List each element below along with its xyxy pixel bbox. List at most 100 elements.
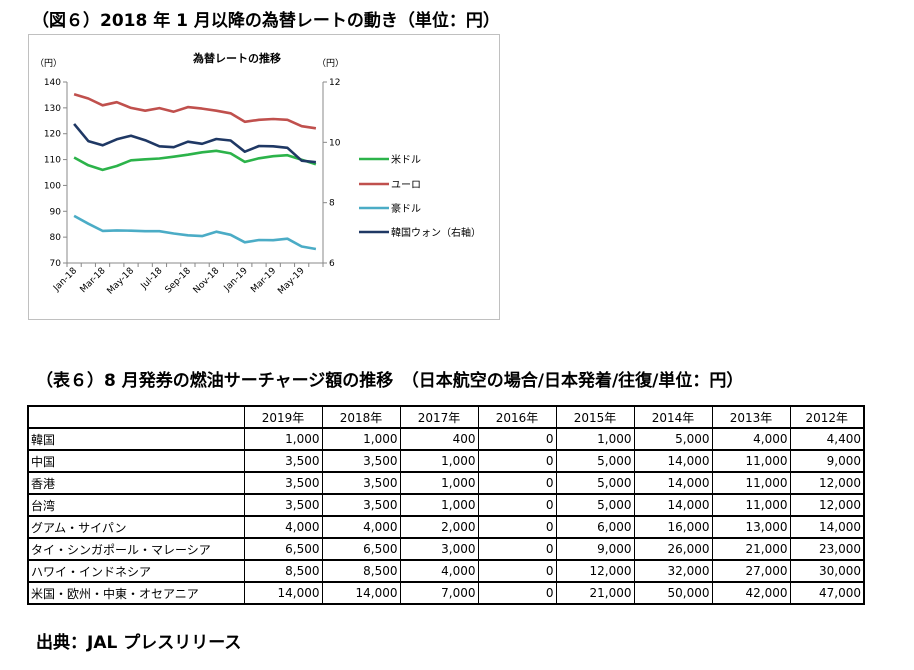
right-axis-unit: （円） xyxy=(317,58,344,69)
x-tick-label: Jan-19 xyxy=(222,266,250,294)
table-row: 中国 3,500 3,500 1,000 0 5,000 14,000 11,000 9,000 xyxy=(27,449,865,473)
left-tick-label: 130 xyxy=(44,104,61,114)
x-tick-label: May-18 xyxy=(106,266,137,297)
figure-heading: （図６）2018 年 1 月以降の為替レートの動き（単位：円） xyxy=(32,11,500,31)
route-name: 韓国 xyxy=(27,427,245,451)
surcharge-value: 0 xyxy=(477,449,557,473)
x-tick-label: Jul-18 xyxy=(139,266,165,292)
left-axis-unit: （円） xyxy=(35,58,62,69)
header-year: 2012年 xyxy=(789,405,865,429)
fuel-surcharge-table: 2019年 2018年 2017年 2016年 2015年 2014年 2013年 2012年… xyxy=(27,405,865,605)
legend-label: ユーロ xyxy=(391,180,421,191)
surcharge-value: 21,000 xyxy=(555,581,635,605)
header-year: 2018年 xyxy=(321,405,401,429)
surcharge-value: 11,000 xyxy=(711,471,791,495)
route-name: 米国・欧州・中東・オセアニア xyxy=(27,581,245,605)
surcharge-value: 3,500 xyxy=(243,449,323,473)
surcharge-value: 14,000 xyxy=(633,493,713,517)
surcharge-value: 3,000 xyxy=(399,537,479,561)
right-tick-label: 8 xyxy=(329,199,335,209)
series-line-2 xyxy=(73,214,317,251)
surcharge-value: 26,000 xyxy=(633,537,713,561)
left-tick-label: 100 xyxy=(44,181,61,191)
table-row: タイ・シンガポール・マレーシア 6,500 6,500 3,000 0 9,000 26,0… xyxy=(27,537,865,561)
surcharge-value: 3,500 xyxy=(321,449,401,473)
surcharge-value: 4,000 xyxy=(711,427,791,451)
surcharge-value: 4,000 xyxy=(243,515,323,539)
surcharge-value: 1,000 xyxy=(399,449,479,473)
surcharge-value: 14,000 xyxy=(633,471,713,495)
surcharge-value: 4,000 xyxy=(399,559,479,583)
surcharge-value: 6,500 xyxy=(321,537,401,561)
x-tick-label: Jan-18 xyxy=(51,266,79,294)
header-year: 2014年 xyxy=(633,405,713,429)
route-name: ハワイ・インドネシア xyxy=(27,559,245,583)
table-row: ハワイ・インドネシア 8,500 8,500 4,000 0 12,000 32,000 27… xyxy=(27,559,865,583)
surcharge-value: 1,000 xyxy=(555,427,635,451)
surcharge-value: 9,000 xyxy=(789,449,865,473)
header-year: 2013年 xyxy=(711,405,791,429)
surcharge-value: 12,000 xyxy=(789,471,865,495)
x-tick-label: Mar-19 xyxy=(249,266,278,295)
surcharge-value: 2,000 xyxy=(399,515,479,539)
surcharge-value: 6,000 xyxy=(555,515,635,539)
header-year: 2019年 xyxy=(243,405,323,429)
x-tick-label: Nov-18 xyxy=(192,266,222,296)
chart-title: 為替レートの推移 xyxy=(193,51,281,65)
surcharge-value: 12,000 xyxy=(789,493,865,517)
route-name: タイ・シンガポール・マレーシア xyxy=(27,537,245,561)
left-tick-label: 110 xyxy=(44,156,61,166)
surcharge-value: 7,000 xyxy=(399,581,479,605)
surcharge-value: 32,000 xyxy=(633,559,713,583)
legend-label: 韓国ウォン（右軸） xyxy=(391,226,481,239)
surcharge-value: 14,000 xyxy=(633,449,713,473)
header-route xyxy=(27,405,245,429)
surcharge-value: 8,500 xyxy=(321,559,401,583)
surcharge-value: 11,000 xyxy=(711,449,791,473)
table-row: 台湾 3,500 3,500 1,000 0 5,000 14,000 11,000 12,00… xyxy=(27,493,865,517)
right-tick-label: 10 xyxy=(329,138,341,148)
surcharge-value: 12,000 xyxy=(555,559,635,583)
surcharge-value: 3,500 xyxy=(243,493,323,517)
surcharge-value: 3,500 xyxy=(243,471,323,495)
surcharge-value: 4,400 xyxy=(789,427,865,451)
right-tick-label: 12 xyxy=(329,78,340,88)
surcharge-value: 0 xyxy=(477,559,557,583)
surcharge-value: 6,500 xyxy=(243,537,323,561)
table-heading: （表６）8 月発券の燃油サーチャージ額の推移 （日本航空の場合/日本発着/往復/… xyxy=(36,371,744,391)
x-tick-label: Sep-18 xyxy=(164,266,194,296)
surcharge-value: 3,500 xyxy=(321,471,401,495)
header-year: 2016年 xyxy=(477,405,557,429)
route-name: 台湾 xyxy=(27,493,245,517)
surcharge-value: 42,000 xyxy=(711,581,791,605)
x-tick-label: May-19 xyxy=(276,266,307,297)
left-tick-label: 140 xyxy=(44,78,61,88)
surcharge-value: 47,000 xyxy=(789,581,865,605)
series-line-3 xyxy=(73,123,317,164)
surcharge-value: 5,000 xyxy=(555,493,635,517)
route-name: グアム・サイパン xyxy=(27,515,245,539)
left-tick-label: 70 xyxy=(50,259,62,269)
header-year: 2017年 xyxy=(399,405,479,429)
left-tick-label: 80 xyxy=(50,233,62,243)
series-line-0 xyxy=(73,149,317,172)
surcharge-value: 0 xyxy=(477,493,557,517)
surcharge-value: 0 xyxy=(477,581,557,605)
legend-label: 豪ドル xyxy=(391,202,421,215)
surcharge-value: 1,000 xyxy=(399,493,479,517)
surcharge-value: 0 xyxy=(477,515,557,539)
surcharge-value: 1,000 xyxy=(321,427,401,451)
table-row: 米国・欧州・中東・オセアニア 14,000 14,000 7,000 0 21,000 50… xyxy=(27,581,865,605)
surcharge-value: 21,000 xyxy=(711,537,791,561)
route-name: 中国 xyxy=(27,449,245,473)
surcharge-value: 23,000 xyxy=(789,537,865,561)
left-tick-label: 120 xyxy=(44,130,61,140)
surcharge-value: 8,500 xyxy=(243,559,323,583)
surcharge-value: 5,000 xyxy=(555,449,635,473)
header-year: 2015年 xyxy=(555,405,635,429)
table-row: 香港 3,500 3,500 1,000 0 5,000 14,000 11,000 12,00… xyxy=(27,471,865,495)
chart-canvas: 為替レートの推移 （円） （円） 70 80 90 100 110 120 130 140 6 8 10 1… xyxy=(35,51,481,297)
surcharge-value: 3,500 xyxy=(321,493,401,517)
surcharge-value: 13,000 xyxy=(711,515,791,539)
table-header-row: 2019年 2018年 2017年 2016年 2015年 2014年 2013年 2012年 xyxy=(27,405,865,429)
